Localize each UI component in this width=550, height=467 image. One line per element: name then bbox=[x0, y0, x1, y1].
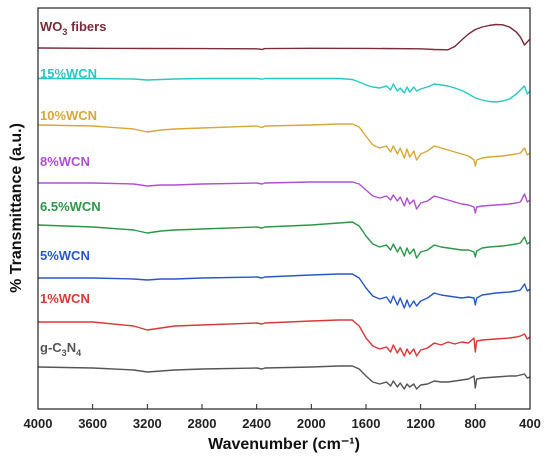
series-layer bbox=[37, 23, 531, 390]
series-label-0: WO3 fibers bbox=[40, 19, 106, 37]
x-axis-title: Wavenumber (cm⁻¹) bbox=[208, 436, 360, 453]
series-line-1 bbox=[38, 77, 531, 103]
x-tick-label-1: 3600 bbox=[78, 416, 107, 431]
series-line-5 bbox=[38, 273, 531, 309]
series-label-5: 5%WCN bbox=[40, 248, 90, 263]
x-tick-label-3: 2800 bbox=[188, 416, 217, 431]
series-line-0 bbox=[37, 23, 531, 51]
x-tick-label-5: 2000 bbox=[297, 416, 326, 431]
x-tick-label-9: 400 bbox=[519, 416, 541, 431]
x-axis-ticks: 4000 3600 3200 2800 2400 2000 1600 1200 800 400 bbox=[24, 404, 541, 431]
series-line-3 bbox=[38, 181, 531, 214]
series-label-6: 1%WCN bbox=[40, 291, 90, 306]
x-tick-label-7: 1200 bbox=[406, 416, 435, 431]
series-line-2 bbox=[37, 123, 531, 167]
y-axis-title: % Transmittance (a.u.) bbox=[8, 123, 25, 293]
series-line-6 bbox=[38, 319, 531, 357]
x-tick-label-2: 3200 bbox=[133, 416, 162, 431]
series-label-3: 8%WCN bbox=[40, 154, 90, 169]
series-label-2: 10%WCN bbox=[40, 108, 97, 123]
series-label-1: 15%WCN bbox=[40, 66, 97, 81]
x-tick-label-0: 4000 bbox=[24, 416, 53, 431]
series-line-4 bbox=[37, 221, 531, 259]
series-label-7: g-C3N4 bbox=[40, 340, 81, 358]
x-tick-label-4: 2400 bbox=[242, 416, 271, 431]
x-tick-label-6: 1600 bbox=[352, 416, 381, 431]
x-tick-label-8: 800 bbox=[464, 416, 486, 431]
series-label-4: 6.5%WCN bbox=[40, 199, 101, 214]
series-labels: WO3 fibers 15%WCN 10%WCN 8%WCN 6.5%WCN 5%WCN 1… bbox=[40, 19, 106, 358]
series-line-7 bbox=[37, 365, 531, 390]
plot-frame bbox=[37, 7, 531, 410]
